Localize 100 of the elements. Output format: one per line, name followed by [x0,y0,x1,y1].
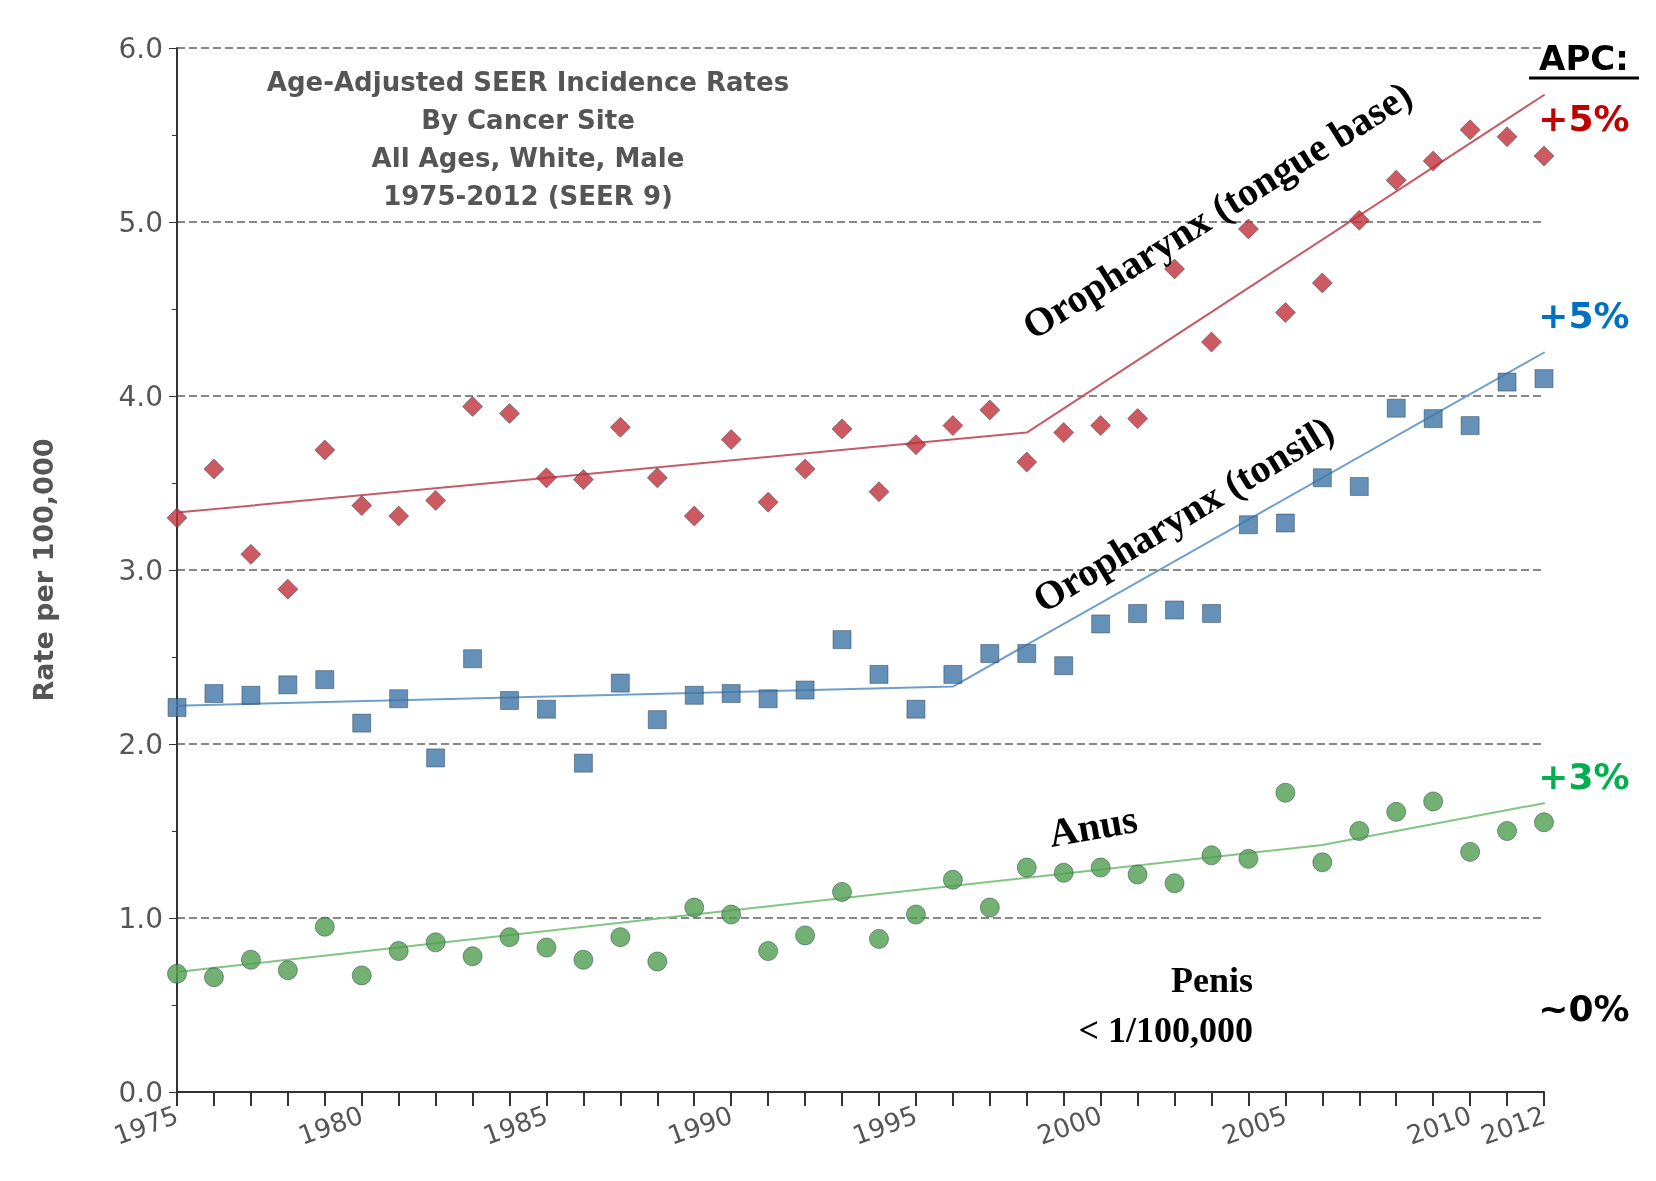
point [204,684,224,703]
point [980,644,1000,663]
point [425,490,446,511]
point [832,882,852,902]
point [795,680,815,700]
annotation: +3% [1538,755,1630,797]
point [758,941,778,961]
point [240,544,262,565]
point [1385,169,1407,191]
point [1016,857,1037,878]
point [1460,416,1480,435]
point [462,396,483,417]
point [1164,873,1185,893]
point [462,946,483,967]
point [1054,656,1073,675]
point [721,904,741,925]
x-tick-label: 2000 [1033,1099,1106,1151]
point [980,897,1000,918]
point [794,458,816,480]
point [1534,369,1554,388]
point [758,689,778,709]
point [979,399,1001,421]
point [389,689,408,709]
point [1017,644,1037,663]
point [499,403,520,424]
point [314,439,336,461]
point [1127,408,1148,429]
point [943,665,963,684]
y-tick-label: 4.0 [118,379,163,413]
point [315,670,335,689]
point [868,481,890,502]
point [203,458,225,480]
point [351,495,373,516]
x-tick-label: 1980 [294,1099,367,1151]
point [167,698,187,717]
point [204,967,224,987]
point [720,429,742,450]
point [1496,126,1518,148]
point [1497,821,1517,841]
point [648,710,667,729]
annotation: Penis [1170,960,1253,1000]
point [463,649,482,669]
point [1459,119,1481,141]
point [1497,372,1517,392]
point [1423,791,1443,812]
point [1239,515,1258,535]
y-tick-label: 3.0 [118,553,163,587]
y-tick-label: 5.0 [118,205,163,239]
point [278,675,298,695]
point [1053,862,1074,883]
annotation: +5% [1538,294,1630,336]
point [1091,614,1110,634]
point [906,699,926,719]
point [388,941,409,961]
point [683,505,705,527]
x-tick-label: 1995 [848,1099,922,1151]
point [1422,150,1444,172]
y-axis-title: Rate per 100,000 [28,438,59,702]
x-tick-label: 2010 [1402,1099,1476,1151]
point [574,753,593,773]
point [757,491,779,513]
point [610,927,631,947]
x-tick-label: 2005 [1218,1099,1291,1151]
point [1312,852,1333,873]
point [943,869,963,890]
point [1016,451,1038,473]
point [906,904,926,925]
point [832,630,852,649]
annotation: +5% [1538,97,1630,139]
point [1386,398,1406,418]
point [500,691,519,710]
point [684,685,704,705]
point [610,417,631,438]
annotation: APC: [1539,38,1629,78]
point [573,469,594,490]
y-tick-label: 6.0 [118,31,163,65]
point [831,418,853,440]
point [352,713,372,733]
point [1460,842,1480,862]
text: Age-Adjusted SEER Incidence Rates By Cancer Site All Ages, White, Male 1975-2012 (SEER 9) [266,67,790,211]
point [351,965,372,986]
point [647,951,668,972]
point [537,699,556,719]
point [684,897,705,918]
point [388,505,409,527]
point [499,927,520,947]
point [425,932,446,953]
point [611,673,630,693]
point [241,685,261,705]
x-tick-label: 1985 [479,1099,552,1151]
y-tick-label: 1.0 [118,901,163,935]
point [1090,415,1111,436]
point [278,960,298,980]
point [1386,802,1407,822]
point [1090,857,1111,878]
x-tick-label: 1990 [663,1099,737,1151]
point [1201,845,1222,866]
point [167,963,187,984]
point [1534,812,1554,833]
point [426,748,445,768]
